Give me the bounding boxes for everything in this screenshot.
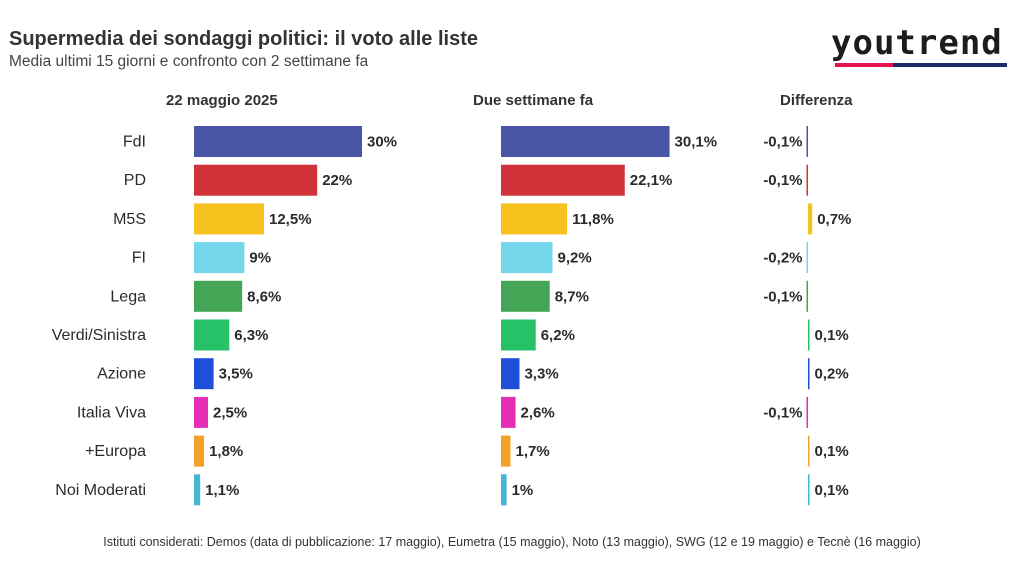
bar-current-m5s: [194, 203, 264, 235]
bar-diff-fi: [806, 242, 808, 274]
bar-current-italia-viva: [194, 396, 208, 428]
category-label-italia-viva: Italia Viva: [77, 404, 146, 421]
value-label-previous-noi-moderati: 1%: [512, 482, 534, 499]
category-label-fi: FI: [132, 250, 146, 267]
category-label-lega: Lega: [110, 288, 146, 305]
category-label-noi-moderati: Noi Moderati: [55, 482, 146, 499]
value-label-current-italia-viva: 2,5%: [213, 404, 247, 421]
value-label-previous-fdi: 30,1%: [675, 134, 718, 151]
bar-diff-italia-viva: [806, 396, 808, 428]
bar-previous-pd: [501, 164, 625, 196]
bar-previous-noi-moderati: [501, 474, 507, 506]
logo-text: youtrend: [831, 23, 1003, 63]
value-label-previous-europa: 1,7%: [516, 443, 550, 460]
footnote-sources: Istituti considerati: Demos (data di pub…: [103, 535, 921, 549]
value-label-previous-italia-viva: 2,6%: [521, 404, 555, 421]
bar-previous-verdi-sinistra: [501, 319, 536, 351]
value-label-current-pd: 22%: [322, 172, 352, 189]
value-label-previous-m5s: 11,8%: [572, 211, 614, 228]
value-label-current-azione: 3,5%: [219, 366, 253, 383]
bar-previous-azione: [501, 358, 520, 390]
category-label-europa: +Europa: [85, 443, 146, 460]
value-label-current-europa: 1,8%: [209, 443, 243, 460]
bar-previous-m5s: [501, 203, 568, 235]
value-label-current-lega: 8,6%: [247, 288, 281, 305]
youtrend-logo: youtrend: [831, 24, 1011, 68]
bar-diff-fdi: [806, 126, 808, 157]
bar-diff-noi-moderati: [808, 474, 810, 506]
value-label-diff-europa: 0,1%: [815, 443, 849, 460]
value-label-diff-noi-moderati: 0,1%: [815, 482, 849, 499]
bar-previous-fdi: [501, 126, 670, 157]
value-label-current-noi-moderati: 1,1%: [205, 482, 239, 499]
bar-diff-azione: [808, 358, 810, 390]
value-label-diff-verdi-sinistra: 0,1%: [815, 327, 849, 344]
logo-underline-navy: [893, 63, 1007, 67]
category-label-fdi: FdI: [123, 134, 146, 151]
value-label-current-m5s: 12,5%: [269, 211, 312, 228]
value-label-diff-lega: -0,1%: [763, 288, 802, 305]
bar-diff-lega: [806, 280, 808, 312]
bar-previous-italia-viva: [501, 396, 516, 428]
value-label-diff-fdi: -0,1%: [763, 134, 802, 151]
category-label-pd: PD: [124, 172, 146, 189]
value-label-current-verdi-sinistra: 6,3%: [234, 327, 268, 344]
chart-subtitle: Media ultimi 15 giorni e confronto con 2…: [9, 53, 369, 70]
bar-current-azione: [194, 358, 214, 390]
category-label-azione: Azione: [97, 366, 146, 383]
bar-previous-europa: [501, 435, 511, 467]
value-label-current-fi: 9%: [249, 250, 271, 267]
bar-diff-europa: [808, 435, 810, 467]
value-label-previous-lega: 8,7%: [555, 288, 589, 305]
value-label-diff-m5s: 0,7%: [817, 211, 851, 228]
value-label-diff-italia-viva: -0,1%: [763, 404, 802, 421]
value-label-previous-verdi-sinistra: 6,2%: [541, 327, 575, 344]
bar-diff-pd: [806, 164, 808, 196]
column-header-previous: Due settimane fa: [473, 92, 594, 109]
column-header-current: 22 maggio 2025: [166, 92, 278, 109]
bar-current-fi: [194, 242, 245, 274]
chart-title: Supermedia dei sondaggi politici: il vot…: [9, 28, 478, 50]
bar-current-europa: [194, 435, 205, 467]
bar-previous-fi: [501, 242, 553, 274]
bar-current-verdi-sinistra: [194, 319, 230, 351]
value-label-current-fdi: 30%: [367, 134, 397, 151]
bar-current-pd: [194, 164, 318, 196]
bar-diff-verdi-sinistra: [808, 319, 810, 351]
bar-previous-lega: [501, 280, 550, 312]
column-header-diff: Differenza: [780, 92, 853, 109]
value-label-previous-pd: 22,1%: [630, 172, 673, 189]
bar-current-lega: [194, 280, 243, 312]
value-label-previous-azione: 3,3%: [524, 366, 558, 383]
logo-underline-red: [835, 63, 893, 67]
value-label-previous-fi: 9,2%: [558, 250, 592, 267]
category-label-verdi-sinistra: Verdi/Sinistra: [52, 327, 146, 344]
value-label-diff-pd: -0,1%: [763, 172, 802, 189]
value-label-diff-azione: 0,2%: [815, 366, 849, 383]
bar-current-noi-moderati: [194, 474, 201, 506]
bar-current-fdi: [194, 126, 362, 157]
bar-diff-m5s: [808, 203, 813, 235]
category-label-m5s: M5S: [113, 211, 146, 228]
value-label-diff-fi: -0,2%: [763, 250, 802, 267]
